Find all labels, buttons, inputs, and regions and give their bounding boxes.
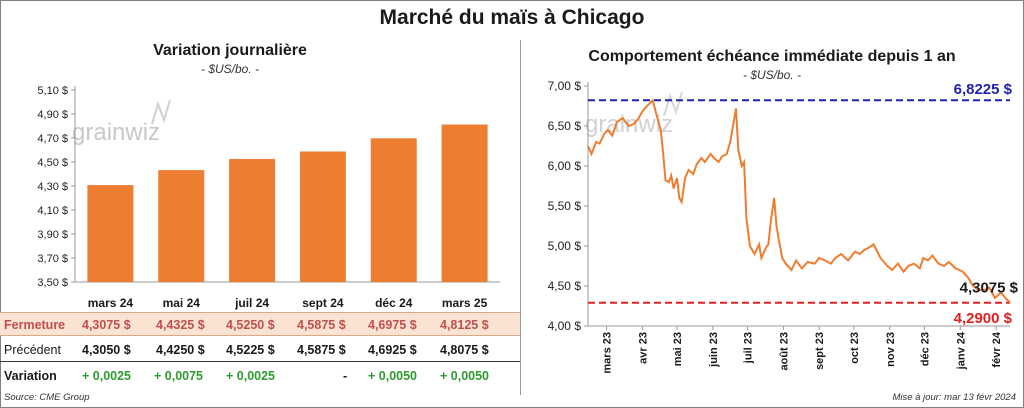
fermeture-value: 4,5250 $ — [226, 318, 275, 332]
x-tick-label: janv 24 — [955, 331, 967, 370]
main-title: Marché du maïs à Chicago — [379, 6, 645, 29]
bar-chart-subtitle: - $US/bo. - — [200, 62, 260, 76]
x-tick-label: mars 25 — [442, 296, 488, 310]
table-row-variation: Variation + 0,0025 + 0,0075 + 0,0025 - +… — [0, 364, 520, 388]
variation-value: + 0,0050 — [368, 369, 418, 383]
x-tick-label: mars 23 — [601, 332, 613, 374]
x-tick-label: mars 24 — [88, 296, 134, 310]
y-tick-label: 4,00 $ — [548, 319, 582, 333]
x-tick-label: juil 24 — [234, 296, 269, 310]
watermark-text: grainwiz — [72, 119, 160, 146]
variation-value: - — [343, 369, 348, 383]
x-tick-label: mai 23 — [672, 332, 684, 366]
row-label-fermeture: Fermeture — [4, 318, 66, 332]
row-label-variation: Variation — [4, 369, 57, 383]
bar — [441, 124, 488, 282]
variation-value: + 0,0025 — [226, 369, 276, 383]
y-tick-label: 4,10 $ — [37, 205, 68, 217]
bar — [299, 151, 346, 282]
line-chart-title: Comportement échéance immédiate depuis 1… — [588, 48, 956, 65]
precedent-value: 4,5875 $ — [297, 343, 346, 357]
precedent-value: 4,5225 $ — [226, 343, 275, 357]
y-tick-label: 3,50 $ — [37, 277, 68, 289]
fermeture-value: 4,3075 $ — [82, 318, 131, 332]
y-tick-label: 4,70 $ — [37, 133, 68, 145]
x-tick-label: oct 23 — [849, 332, 861, 364]
x-tick-label: déc 24 — [375, 296, 413, 310]
bar — [158, 170, 205, 282]
line-chart-subtitle: - $US/bo. - — [742, 68, 802, 82]
precedent-value: 4,4250 $ — [156, 343, 205, 357]
variation-value: + 0,0025 — [82, 369, 132, 383]
y-tick-label: 6,50 $ — [548, 119, 582, 133]
x-tick-label: nov 23 — [885, 332, 897, 367]
watermark-mark — [151, 99, 171, 125]
variation-value: + 0,0075 — [154, 369, 204, 383]
price-line — [587, 98, 1011, 304]
y-tick-label: 6,00 $ — [548, 159, 582, 173]
fermeture-value: 4,6975 $ — [368, 318, 417, 332]
source-note: Source: CME Group — [4, 392, 90, 403]
bar — [229, 159, 276, 282]
fermeture-value: 4,8125 $ — [440, 318, 489, 332]
watermark-mark — [663, 91, 683, 117]
x-tick-label: juin 23 — [708, 332, 720, 368]
precedent-value: 4,3050 $ — [82, 343, 131, 357]
low-label: 4,2900 $ — [954, 310, 1013, 327]
y-tick-label: 4,50 $ — [37, 157, 68, 169]
bar-chart-title: Variation journalière — [153, 42, 307, 59]
table-row-fermeture: Fermeture 4,3075 $ 4,4325 $ 4,5250 $ 4,5… — [0, 312, 520, 336]
precedent-value: 4,8075 $ — [440, 343, 489, 357]
x-tick-label: déc 23 — [919, 332, 931, 366]
row-label-precedent: Précédent — [4, 343, 61, 357]
panel-divider — [520, 40, 521, 395]
y-tick-label: 4,30 $ — [37, 181, 68, 193]
x-tick-label: sept 24 — [302, 296, 344, 310]
y-tick-label: 4,50 $ — [548, 279, 582, 293]
high-label: 6,8225 $ — [954, 81, 1013, 98]
table-row-precedent: Précédent 4,3050 $ 4,4250 $ 4,5225 $ 4,5… — [0, 338, 520, 362]
precedent-value: 4,6925 $ — [368, 343, 417, 357]
y-tick-label: 5,50 $ — [548, 199, 582, 213]
fermeture-value: 4,5875 $ — [297, 318, 346, 332]
y-tick-label: 4,90 $ — [37, 109, 68, 121]
x-tick-label: avr 23 — [637, 332, 649, 364]
x-tick-label: août 23 — [778, 332, 790, 371]
bar — [87, 185, 134, 282]
last-close-label: 4,3075 $ — [960, 279, 1019, 296]
update-note: Mise à jour: mar 13 févr 2024 — [892, 392, 1016, 403]
x-tick-label: mai 24 — [163, 296, 201, 310]
y-tick-label: 7,00 $ — [548, 79, 582, 93]
y-tick-label: 3,70 $ — [37, 253, 68, 265]
y-tick-label: 3,90 $ — [37, 229, 68, 241]
bar-chart: grainwiz 3,50 $ 3,70 $ 3,90 $ 4,10 $ 4,30 $ 4,… — [37, 85, 500, 310]
variation-value: + 0,0050 — [440, 369, 490, 383]
bar — [370, 138, 417, 282]
x-tick-label: sept 23 — [814, 332, 826, 370]
x-tick-label: juil 23 — [743, 332, 755, 364]
y-tick-label: 5,10 $ — [37, 85, 68, 97]
y-tick-label: 5,00 $ — [548, 239, 582, 253]
fermeture-value: 4,4325 $ — [156, 318, 205, 332]
x-tick-label: févr 24 — [991, 331, 1003, 367]
